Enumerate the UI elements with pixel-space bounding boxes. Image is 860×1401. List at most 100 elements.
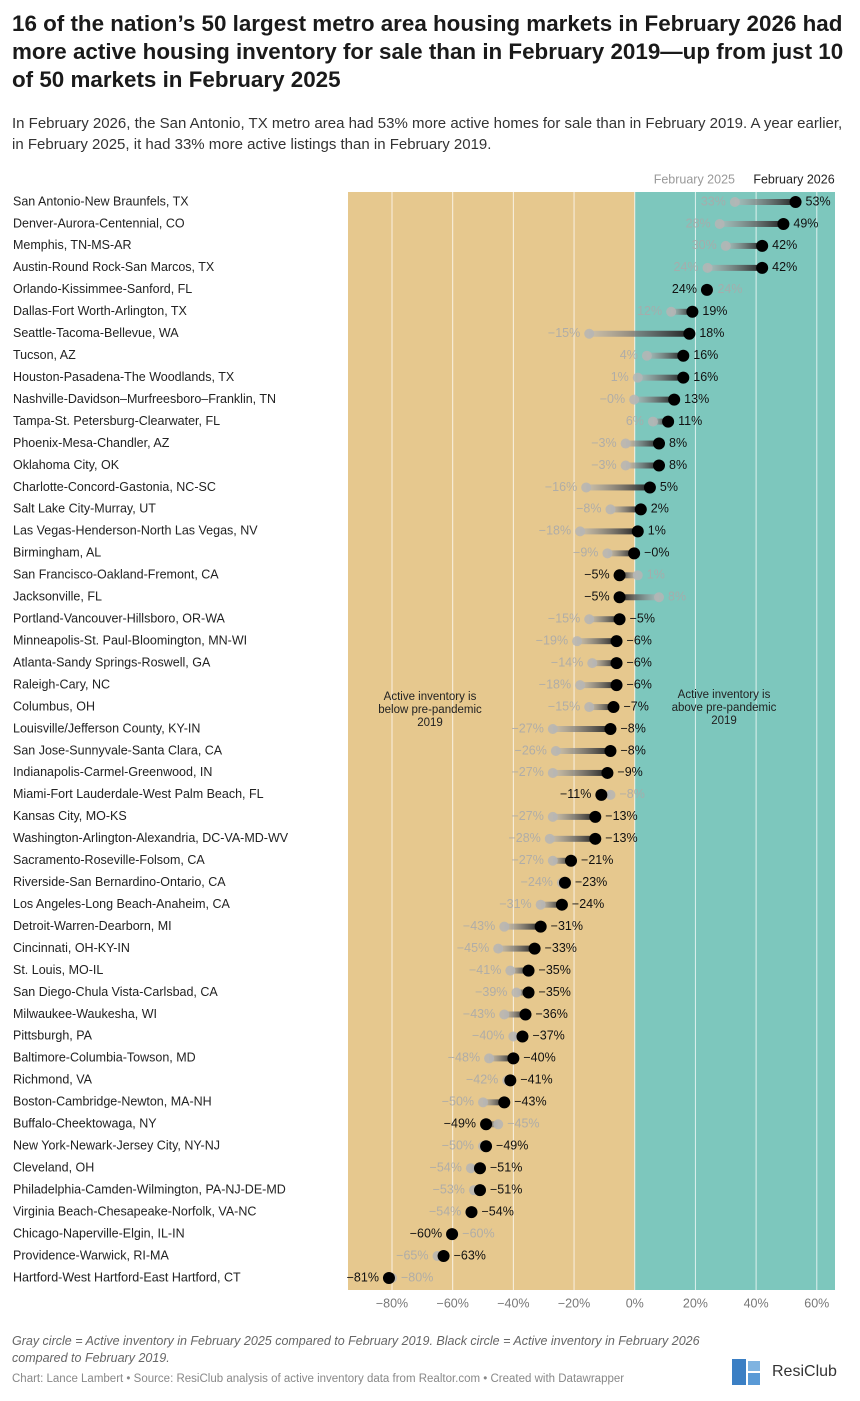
- value-label: −24%: [572, 897, 604, 911]
- category-label: Austin-Round Rock-San Marcos, TX: [13, 260, 215, 274]
- value-label: −13%: [605, 831, 637, 845]
- legend-label: February 2026: [753, 172, 834, 186]
- connector: [552, 726, 611, 733]
- connector: [516, 989, 529, 996]
- value-label: −3%: [591, 458, 616, 472]
- chart-subtitle: In February 2026, the San Antonio, TX me…: [12, 115, 843, 153]
- x-tick-label: 60%: [804, 1296, 829, 1310]
- connector: [580, 682, 617, 689]
- category-label: Tampa-St. Petersburg-Clearwater, FL: [13, 414, 220, 428]
- value-label: 42%: [772, 238, 797, 252]
- category-label: Salt Lake City-Murray, UT: [13, 502, 156, 516]
- dot-2026: [777, 217, 790, 230]
- value-label: 13%: [684, 392, 709, 406]
- footnote: Gray circle = Active inventory in Februa…: [12, 1334, 700, 1365]
- value-label: −3%: [591, 436, 616, 450]
- connector: [504, 923, 541, 930]
- dot-2025: [620, 460, 631, 471]
- dot-2025: [499, 921, 510, 932]
- dot-2026: [604, 723, 617, 736]
- category-label: Cincinnati, OH-KY-IN: [13, 941, 130, 955]
- value-label: 42%: [772, 260, 797, 274]
- dot-2026: [631, 525, 644, 538]
- dot-2026: [677, 349, 690, 362]
- value-label: 16%: [693, 348, 718, 362]
- dot-2026: [662, 415, 675, 428]
- connector: [707, 264, 763, 271]
- dot-2025: [702, 262, 713, 273]
- dot-2026: [507, 1052, 520, 1065]
- connector: [652, 418, 669, 425]
- dot-2025: [647, 416, 658, 427]
- value-label: −6%: [627, 633, 652, 647]
- dot-2026: [677, 371, 690, 384]
- dot-2025: [729, 197, 740, 207]
- chart-title: 16 of the nation’s 50 largest metro area…: [12, 11, 844, 92]
- dot-2026: [555, 898, 568, 911]
- value-label: 49%: [793, 216, 818, 230]
- dot-2026: [789, 196, 802, 208]
- annotation: Active inventory is below pre-pandemic 2…: [378, 691, 482, 729]
- category-label: Oklahoma City, OK: [13, 458, 120, 472]
- value-label: −8%: [576, 502, 601, 516]
- value-label: −45%: [507, 1117, 539, 1131]
- value-label: −54%: [481, 1204, 513, 1218]
- dot-2026: [565, 854, 578, 867]
- dot-2025: [587, 658, 598, 669]
- value-label: 4%: [620, 348, 638, 362]
- dot-2026: [382, 1272, 395, 1284]
- value-label: −6%: [627, 677, 652, 691]
- dot-2026: [613, 569, 626, 582]
- category-label: Houston-Pasadena-The Woodlands, TX: [13, 370, 235, 384]
- x-tick-label: −60%: [437, 1296, 469, 1310]
- connector: [646, 352, 684, 359]
- value-label: 6%: [626, 414, 644, 428]
- value-label: −28%: [508, 831, 540, 845]
- category-label: Portland-Vancouver-Hillsboro, OR-WA: [13, 612, 226, 626]
- value-label: 1%: [648, 524, 666, 538]
- dot-2025: [499, 1009, 510, 1020]
- value-label: 12%: [637, 304, 662, 318]
- value-label: −51%: [490, 1161, 522, 1175]
- connector: [625, 440, 660, 447]
- category-label: Indianapolis-Carmel-Greenwood, IN: [13, 765, 212, 779]
- dot-2025: [465, 1163, 476, 1174]
- legend-label: February 2025: [654, 172, 735, 186]
- category-label: Detroit-Warren-Dearborn, MI: [13, 919, 172, 933]
- dot-2026: [465, 1206, 478, 1219]
- connector: [555, 747, 611, 754]
- category-label: Milwaukee-Waukesha, WI: [13, 1007, 157, 1021]
- dot-2026: [700, 283, 713, 296]
- dot-2026: [610, 657, 623, 670]
- connector: [586, 484, 650, 491]
- dot-2026: [522, 964, 535, 977]
- dot-2025: [575, 526, 586, 537]
- value-label: −35%: [539, 985, 571, 999]
- category-label: Nashville-Davidson–Murfreesboro–Franklin…: [13, 392, 276, 406]
- dot-2025: [584, 702, 595, 713]
- dot-2026: [516, 1030, 529, 1043]
- value-label: −7%: [623, 699, 648, 713]
- dot-2025: [493, 1119, 504, 1130]
- value-label: −5%: [584, 568, 609, 582]
- dot-2026: [610, 679, 623, 692]
- value-label: 5%: [660, 480, 678, 494]
- connector: [719, 220, 784, 227]
- value-label: −50%: [442, 1139, 474, 1153]
- connector: [610, 506, 641, 513]
- category-label: Riverside-San Bernardino-Ontario, CA: [13, 875, 226, 889]
- value-label: −60%: [410, 1226, 442, 1240]
- connector: [619, 572, 638, 579]
- connector: [607, 550, 635, 557]
- dot-2026: [498, 1096, 511, 1109]
- value-label: 8%: [669, 436, 687, 450]
- value-label: −18%: [539, 677, 571, 691]
- category-label: Cleveland, OH: [13, 1161, 94, 1175]
- dot-2025: [714, 218, 725, 229]
- dot-2025: [632, 570, 643, 581]
- logo-text: ResiClub: [772, 1363, 837, 1380]
- category-label: Orlando-Kissimmee-Sanford, FL: [13, 282, 192, 296]
- dot-2026: [473, 1162, 486, 1175]
- value-label: −14%: [551, 655, 583, 669]
- x-tick-label: −20%: [558, 1296, 590, 1310]
